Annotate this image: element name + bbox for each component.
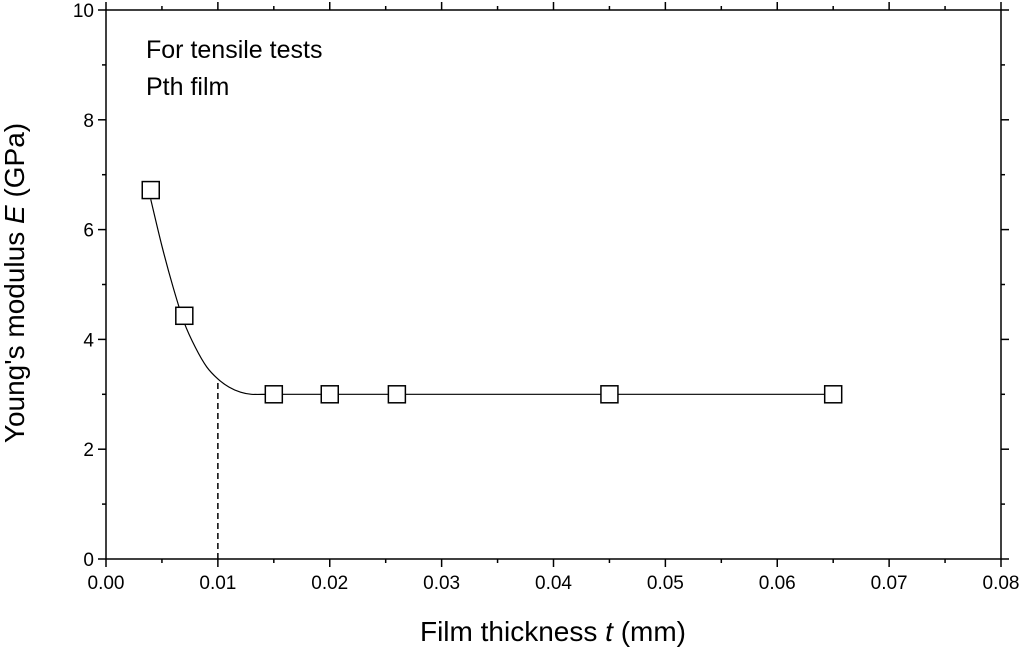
x-tick-label: 0.00 bbox=[88, 573, 125, 594]
x-tick-label: 0.08 bbox=[983, 573, 1020, 594]
y-tick-label: 10 bbox=[73, 1, 94, 22]
data-point bbox=[600, 385, 619, 404]
y-axis-title: Young's modulus E (GPa) bbox=[0, 123, 30, 443]
x-tick-label: 0.06 bbox=[759, 573, 796, 594]
x-tick-label: 0.01 bbox=[199, 573, 236, 594]
annotation-line-2: Pth film bbox=[146, 73, 229, 101]
data-point bbox=[141, 180, 160, 200]
data-point bbox=[387, 385, 407, 404]
data-point bbox=[264, 385, 284, 404]
y-tick-label: 8 bbox=[83, 111, 94, 132]
fit-curve bbox=[150, 199, 834, 396]
plot-frame bbox=[105, 9, 1002, 560]
x-tick-label: 0.04 bbox=[535, 573, 572, 594]
x-tick-label: 0.03 bbox=[423, 573, 460, 594]
y-tick-label: 6 bbox=[83, 221, 94, 242]
data-point bbox=[320, 385, 339, 404]
x-axis-title: Film thickness t (mm) bbox=[420, 616, 686, 647]
y-tick-label: 0 bbox=[83, 550, 94, 571]
y-tick-label: 4 bbox=[83, 330, 94, 351]
annotation-line-1: For tensile tests bbox=[146, 36, 322, 64]
data-point bbox=[823, 385, 843, 404]
x-tick-label: 0.07 bbox=[871, 573, 908, 594]
y-tick-label: 2 bbox=[83, 440, 94, 461]
x-tick-label: 0.02 bbox=[311, 573, 348, 594]
data-point bbox=[175, 306, 194, 326]
x-tick-label: 0.05 bbox=[647, 573, 684, 594]
